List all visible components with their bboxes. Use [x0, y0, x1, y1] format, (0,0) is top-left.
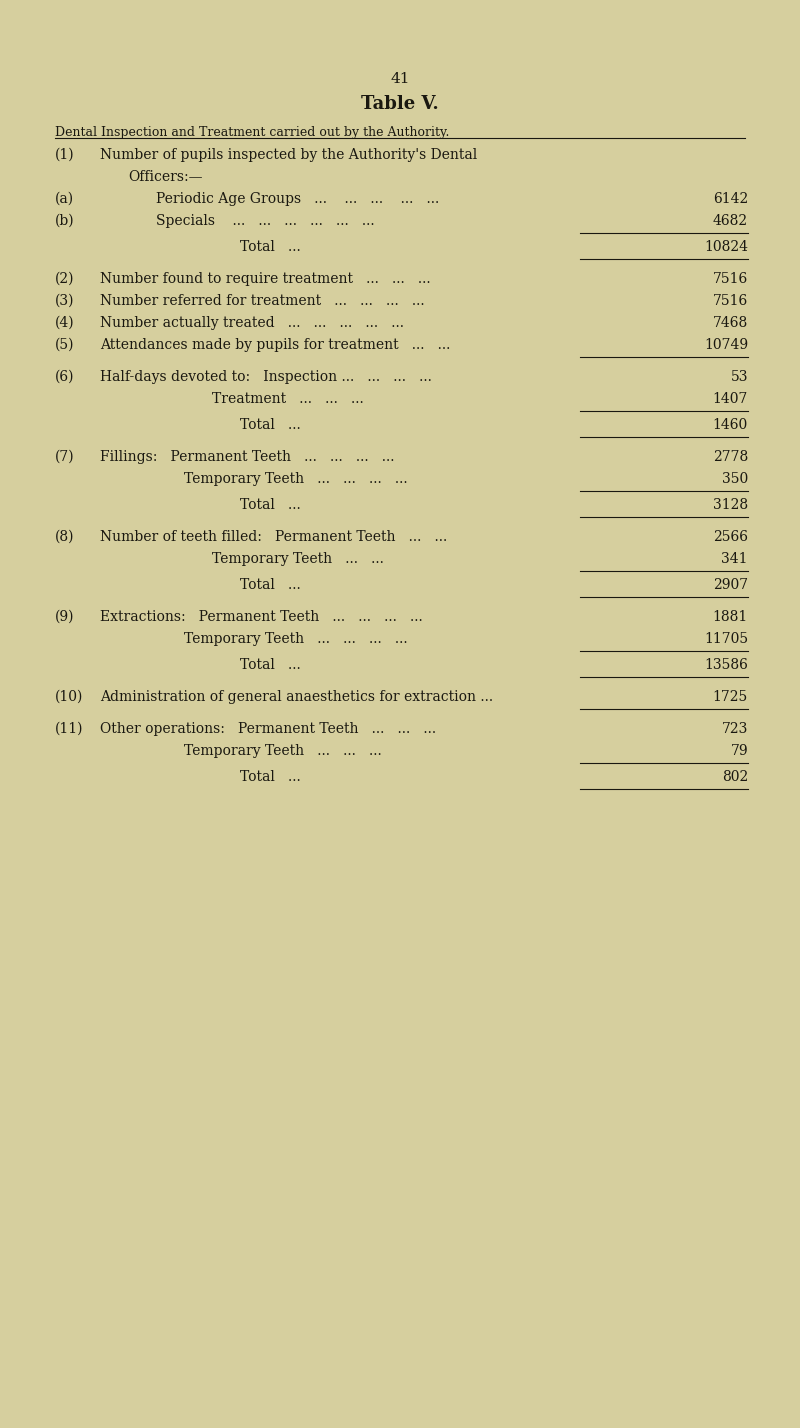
Text: 2907: 2907 — [713, 578, 748, 593]
Text: 2566: 2566 — [713, 530, 748, 544]
Text: (3): (3) — [55, 294, 74, 308]
Text: 10749: 10749 — [704, 338, 748, 351]
Text: Attendances made by pupils for treatment   ...   ...: Attendances made by pupils for treatment… — [100, 338, 450, 351]
Text: Total   ...: Total ... — [240, 658, 301, 673]
Text: 53: 53 — [730, 370, 748, 384]
Text: 802: 802 — [722, 770, 748, 784]
Text: Total   ...: Total ... — [240, 240, 301, 254]
Text: Other operations:   Permanent Teeth   ...   ...   ...: Other operations: Permanent Teeth ... ..… — [100, 723, 436, 735]
Text: 1460: 1460 — [713, 418, 748, 433]
Text: Treatment   ...   ...   ...: Treatment ... ... ... — [212, 393, 364, 406]
Text: Total   ...: Total ... — [240, 770, 301, 784]
Text: Extractions:   Permanent Teeth   ...   ...   ...   ...: Extractions: Permanent Teeth ... ... ...… — [100, 610, 422, 624]
Text: Total   ...: Total ... — [240, 418, 301, 433]
Text: (4): (4) — [55, 316, 74, 330]
Text: Fillings:   Permanent Teeth   ...   ...   ...   ...: Fillings: Permanent Teeth ... ... ... ..… — [100, 450, 394, 464]
Text: Temporary Teeth   ...   ...: Temporary Teeth ... ... — [212, 553, 384, 565]
Text: Half-days devoted to:   Inspection ...   ...   ...   ...: Half-days devoted to: Inspection ... ...… — [100, 370, 432, 384]
Text: 6142: 6142 — [713, 191, 748, 206]
Text: Officers:—: Officers:— — [128, 170, 202, 184]
Text: 7516: 7516 — [713, 294, 748, 308]
Text: (5): (5) — [55, 338, 74, 351]
Text: 13586: 13586 — [704, 658, 748, 673]
Text: Periodic Age Groups   ...    ...   ...    ...   ...: Periodic Age Groups ... ... ... ... ... — [156, 191, 439, 206]
Text: 7468: 7468 — [713, 316, 748, 330]
Text: 41: 41 — [390, 71, 410, 86]
Text: 2778: 2778 — [713, 450, 748, 464]
Text: (2): (2) — [55, 271, 74, 286]
Text: (b): (b) — [55, 214, 74, 228]
Text: (7): (7) — [55, 450, 74, 464]
Text: Temporary Teeth   ...   ...   ...: Temporary Teeth ... ... ... — [184, 744, 382, 758]
Text: 1881: 1881 — [713, 610, 748, 624]
Text: (11): (11) — [55, 723, 83, 735]
Text: Number of teeth filled:   Permanent Teeth   ...   ...: Number of teeth filled: Permanent Teeth … — [100, 530, 447, 544]
Text: (8): (8) — [55, 530, 74, 544]
Text: 723: 723 — [722, 723, 748, 735]
Text: 1407: 1407 — [713, 393, 748, 406]
Text: Number found to require treatment   ...   ...   ...: Number found to require treatment ... ..… — [100, 271, 430, 286]
Text: (9): (9) — [55, 610, 74, 624]
Text: Table V.: Table V. — [361, 96, 439, 113]
Text: (1): (1) — [55, 149, 74, 161]
Text: 4682: 4682 — [713, 214, 748, 228]
Text: Number of pupils inspected by the Authority's Dental: Number of pupils inspected by the Author… — [100, 149, 478, 161]
Text: Dental Inspection and Treatment carried out by the Authority.: Dental Inspection and Treatment carried … — [55, 126, 450, 139]
Text: Temporary Teeth   ...   ...   ...   ...: Temporary Teeth ... ... ... ... — [184, 633, 408, 645]
Text: 350: 350 — [722, 473, 748, 486]
Text: Total   ...: Total ... — [240, 498, 301, 513]
Text: 11705: 11705 — [704, 633, 748, 645]
Text: 79: 79 — [730, 744, 748, 758]
Text: Number actually treated   ...   ...   ...   ...   ...: Number actually treated ... ... ... ... … — [100, 316, 404, 330]
Text: (6): (6) — [55, 370, 74, 384]
Text: Administration of general anaesthetics for extraction ...: Administration of general anaesthetics f… — [100, 690, 493, 704]
Text: 10824: 10824 — [704, 240, 748, 254]
Text: 341: 341 — [722, 553, 748, 565]
Text: (a): (a) — [55, 191, 74, 206]
Text: (10): (10) — [55, 690, 83, 704]
Text: 7516: 7516 — [713, 271, 748, 286]
Text: 3128: 3128 — [713, 498, 748, 513]
Text: Total   ...: Total ... — [240, 578, 301, 593]
Text: 1725: 1725 — [713, 690, 748, 704]
Text: Temporary Teeth   ...   ...   ...   ...: Temporary Teeth ... ... ... ... — [184, 473, 408, 486]
Text: Specials    ...   ...   ...   ...   ...   ...: Specials ... ... ... ... ... ... — [156, 214, 374, 228]
Text: Number referred for treatment   ...   ...   ...   ...: Number referred for treatment ... ... ..… — [100, 294, 425, 308]
